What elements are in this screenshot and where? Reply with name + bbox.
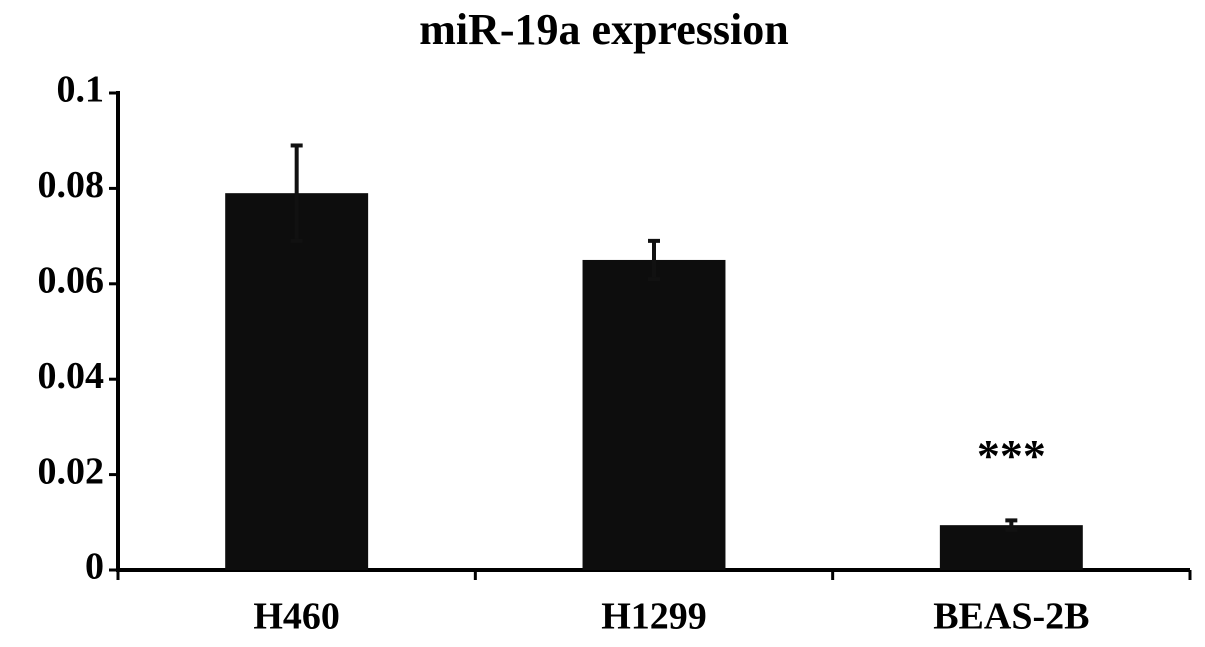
x-tick-label: H1299 (601, 596, 707, 638)
error-bar (648, 238, 660, 282)
error-bar (1005, 518, 1018, 532)
x-tick-label: BEAS-2B (933, 596, 1089, 638)
y-tick-label: 0.02 (38, 450, 105, 492)
x-tick-label: H460 (253, 596, 340, 638)
y-tick-label: 0.04 (38, 355, 105, 397)
chart-title: miR-19a expression (419, 5, 789, 54)
annotation: *** (977, 430, 1046, 481)
y-tick-label: 0.08 (38, 164, 105, 206)
error-bar (290, 143, 303, 243)
bar (939, 525, 1083, 570)
y-tick-label: 0 (85, 546, 104, 588)
bar (582, 259, 726, 570)
bar (225, 193, 369, 571)
y-tick-label: 0.1 (57, 69, 105, 111)
y-tick-label: 0.06 (38, 260, 105, 302)
